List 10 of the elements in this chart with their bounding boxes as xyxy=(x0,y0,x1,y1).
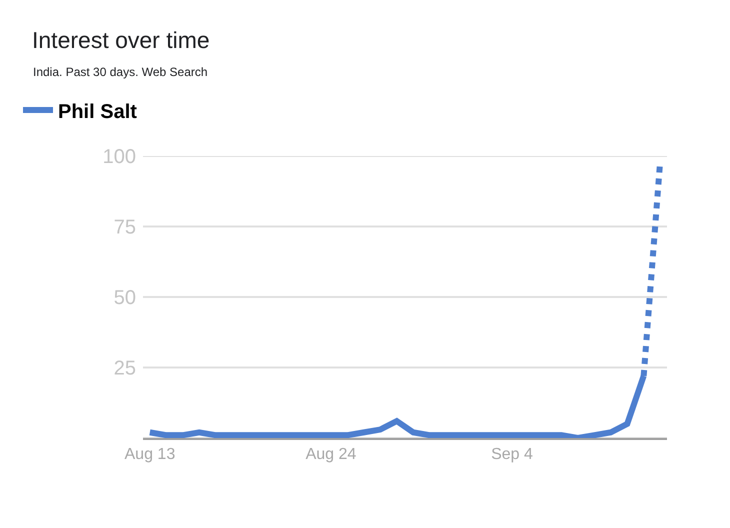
x-tick-label: Aug 24 xyxy=(306,446,356,464)
chart-subtitle: India. Past 30 days. Web Search xyxy=(33,65,208,79)
x-tick-label: Aug 13 xyxy=(124,446,176,464)
y-tick-label: 75 xyxy=(114,216,136,238)
y-tick-label: 25 xyxy=(114,358,136,380)
y-tick-label: 100 xyxy=(102,146,136,168)
chart-title: Interest over time xyxy=(32,27,210,53)
y-tick-label: 50 xyxy=(114,287,136,309)
x-tick-label: Sep 4 xyxy=(491,446,533,464)
legend-label: Phil Salt xyxy=(58,100,138,123)
